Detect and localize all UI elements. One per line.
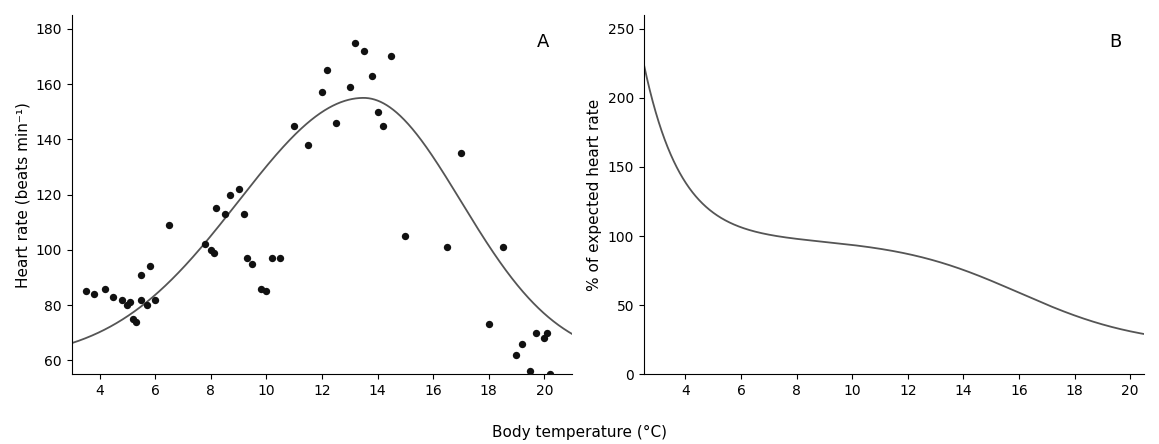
Point — [263, 254, 282, 262]
Point — [540, 371, 559, 378]
Point — [243, 260, 262, 267]
Point — [341, 83, 359, 91]
Point — [271, 254, 290, 262]
Point — [252, 285, 270, 292]
Point — [121, 299, 139, 306]
Point — [508, 351, 526, 358]
Point — [313, 89, 331, 96]
Point — [104, 293, 123, 301]
Point — [196, 241, 214, 248]
Point — [526, 329, 545, 336]
Point — [140, 263, 159, 270]
Point — [452, 150, 471, 157]
Point — [257, 288, 276, 295]
Point — [512, 340, 531, 347]
Point — [319, 67, 337, 74]
Point — [363, 72, 381, 79]
Point — [112, 296, 131, 303]
Point — [374, 122, 393, 129]
Y-axis label: Heart rate (beats min⁻¹): Heart rate (beats min⁻¹) — [15, 102, 30, 288]
Point — [438, 244, 457, 251]
Point — [160, 222, 178, 229]
Point — [85, 290, 103, 297]
Text: Body temperature (°C): Body temperature (°C) — [493, 424, 666, 440]
Point — [382, 53, 401, 60]
Point — [132, 296, 151, 303]
Point — [96, 285, 115, 292]
Point — [138, 301, 156, 309]
Point — [207, 205, 226, 212]
Point — [221, 191, 240, 198]
Point — [124, 315, 143, 322]
Point — [494, 244, 512, 251]
Point — [327, 119, 345, 126]
Point — [202, 246, 220, 254]
Y-axis label: % of expected heart rate: % of expected heart rate — [588, 99, 602, 291]
Point — [235, 210, 254, 218]
Text: B: B — [1109, 33, 1121, 51]
Text: A: A — [537, 33, 549, 51]
Point — [522, 368, 540, 375]
Point — [76, 288, 95, 295]
Point — [538, 329, 556, 336]
Point — [535, 335, 554, 342]
Point — [396, 233, 415, 240]
Point — [480, 321, 498, 328]
Point — [229, 186, 248, 193]
Point — [132, 271, 151, 278]
Point — [126, 318, 145, 325]
Point — [216, 210, 234, 218]
Point — [204, 249, 223, 256]
Point — [118, 301, 137, 309]
Point — [369, 108, 387, 115]
Point — [238, 254, 256, 262]
Point — [347, 39, 365, 46]
Point — [146, 296, 165, 303]
Point — [285, 122, 304, 129]
Point — [299, 141, 318, 148]
Point — [355, 48, 373, 55]
